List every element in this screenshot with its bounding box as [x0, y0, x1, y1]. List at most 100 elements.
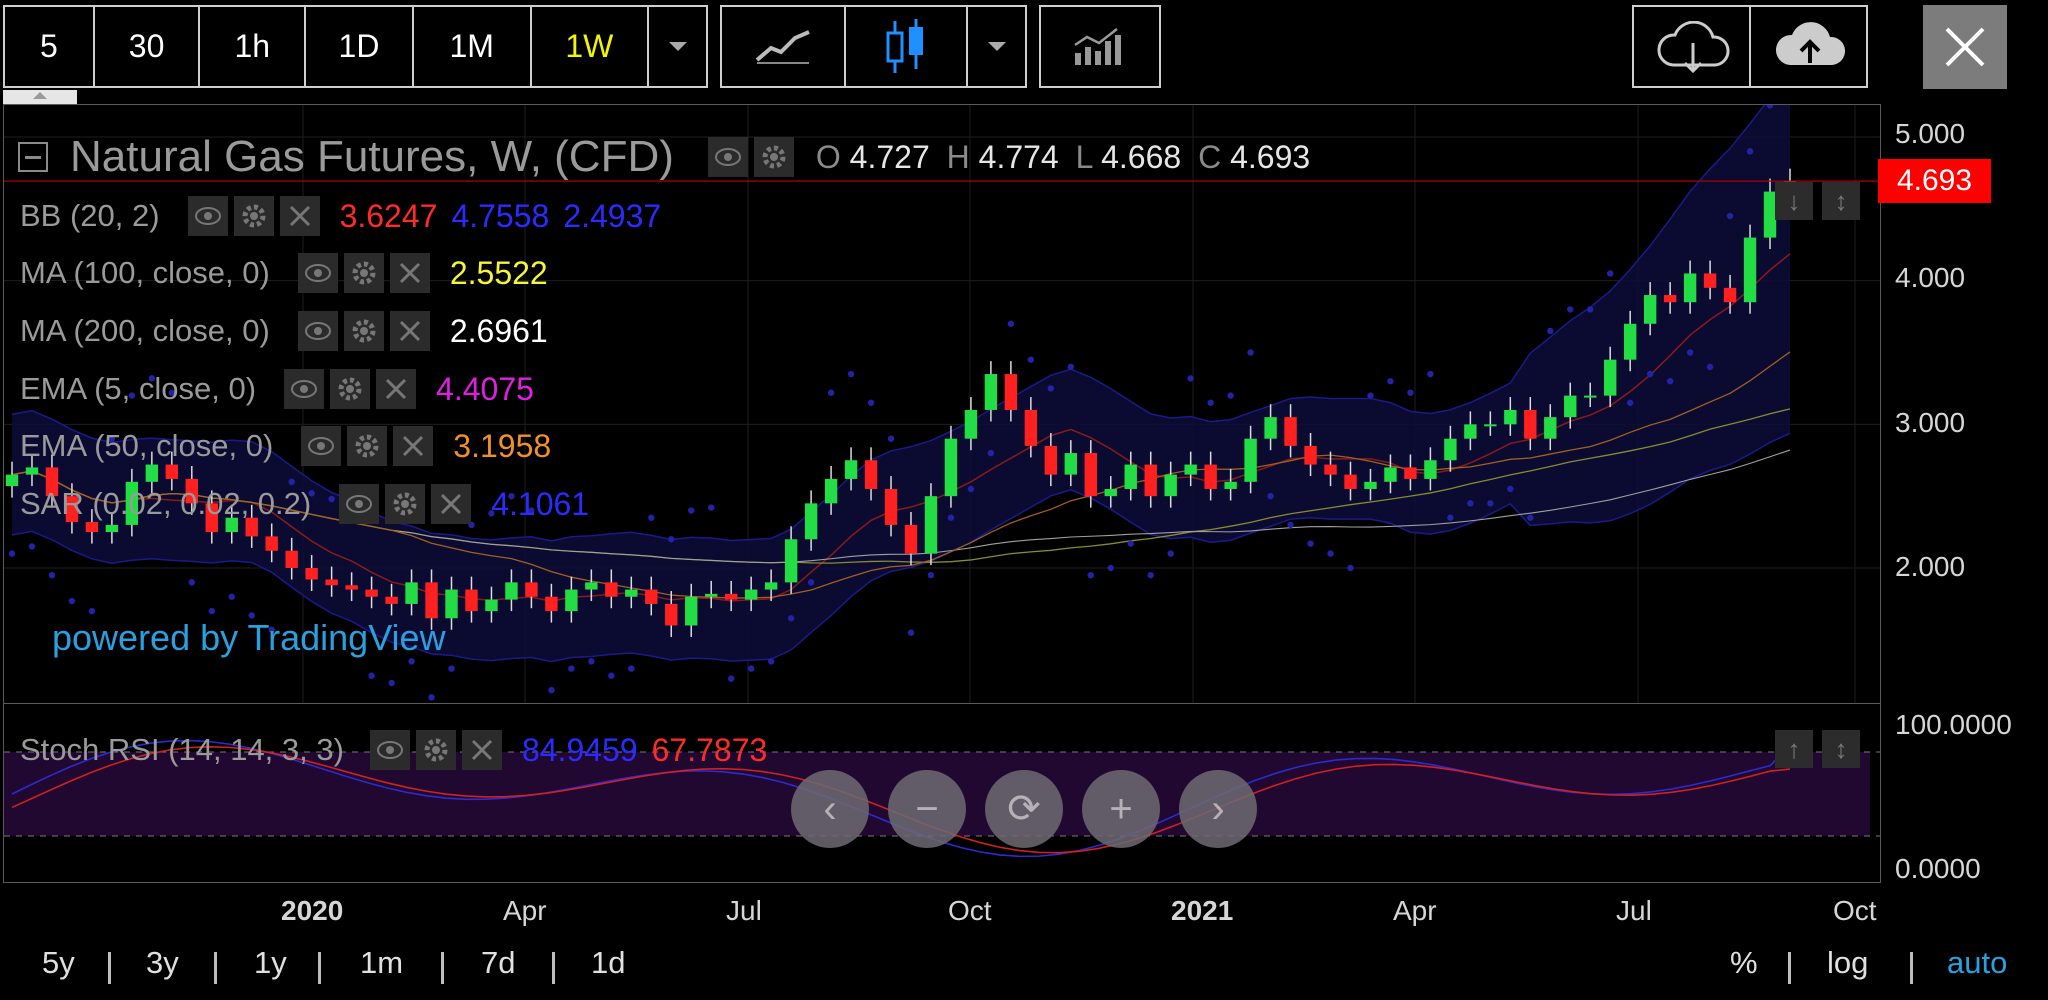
- remove-icon[interactable]: [393, 426, 434, 466]
- last-price-badge: 4.693: [1878, 159, 1991, 203]
- eye-icon[interactable]: [187, 196, 228, 236]
- gear-icon[interactable]: [343, 311, 384, 351]
- x-tick-label: Oct: [948, 895, 992, 926]
- stoch-scale-button[interactable]: ↕: [1822, 730, 1860, 768]
- sar-dot: [1487, 500, 1494, 507]
- range-1m[interactable]: 1m: [360, 945, 404, 980]
- candle-body: [1743, 237, 1757, 303]
- auto-scale-button[interactable]: auto: [1947, 945, 2008, 980]
- line-chart-button[interactable]: [722, 7, 846, 86]
- stoch-y-tick: 100.0000: [1895, 709, 2012, 740]
- remove-icon[interactable]: [376, 369, 417, 409]
- chart-type-group: [720, 5, 1027, 88]
- sar-dot: [1087, 571, 1094, 579]
- candle-body: [205, 503, 218, 533]
- stoch-scroll-button[interactable]: ↑: [1775, 730, 1813, 768]
- interval-1d[interactable]: 1D: [306, 7, 414, 86]
- eye-icon[interactable]: [301, 426, 342, 466]
- sar-dot: [1646, 370, 1654, 378]
- zoom-in-button[interactable]: +: [1082, 770, 1160, 848]
- interval-30[interactable]: 30: [95, 7, 201, 86]
- chart-type-dropdown[interactable]: [968, 7, 1025, 86]
- candle-body: [1124, 464, 1137, 489]
- collapse-icon[interactable]: [18, 142, 48, 172]
- candle-body: [1464, 424, 1477, 439]
- interval-1h[interactable]: 1h: [200, 7, 307, 86]
- scale-height-button[interactable]: ↕: [1822, 182, 1860, 220]
- interval-1w[interactable]: 1W: [532, 7, 650, 86]
- eye-icon[interactable]: [297, 253, 338, 293]
- sar-dot: [1307, 540, 1314, 547]
- scroll-to-latest-button[interactable]: ↓: [1775, 182, 1813, 220]
- eye-icon[interactable]: [369, 730, 410, 770]
- indicator-name: SAR (0.02, 0.02, 0.2): [20, 486, 312, 521]
- candle-body: [1044, 445, 1058, 475]
- range-7d[interactable]: 7d: [481, 945, 516, 980]
- stoch-rsi-pane[interactable]: [3, 703, 1881, 883]
- candle-body: [744, 589, 758, 600]
- gear-icon[interactable]: [343, 253, 384, 293]
- close-button[interactable]: [1923, 5, 2007, 89]
- sar-dot: [228, 593, 235, 600]
- gear-icon[interactable]: [415, 730, 456, 770]
- sar-dot: [1567, 306, 1574, 313]
- sar-dot: [88, 607, 96, 615]
- collapse-toolbar-tab[interactable]: [3, 90, 77, 104]
- sar-dot: [548, 686, 555, 694]
- sar-dot: [1227, 392, 1234, 399]
- range-1y[interactable]: 1y: [254, 945, 287, 980]
- candle-body: [625, 589, 638, 597]
- sar-dot: [1067, 363, 1075, 371]
- eye-icon[interactable]: [339, 484, 380, 524]
- candle-body: [1284, 417, 1297, 446]
- percent-scale-button[interactable]: %: [1730, 945, 1758, 980]
- divider: [108, 952, 111, 984]
- range-5y[interactable]: 5y: [42, 945, 75, 980]
- gear-icon[interactable]: [347, 426, 388, 466]
- gear-icon[interactable]: [330, 369, 371, 409]
- cloud-upload-button[interactable]: [1751, 7, 1866, 86]
- gear-icon[interactable]: [753, 137, 794, 177]
- interval-5[interactable]: 5: [5, 7, 95, 86]
- y-tick-label: 2.000: [1895, 551, 1966, 582]
- gear-icon[interactable]: [233, 196, 274, 236]
- candle-body: [1144, 464, 1157, 497]
- line-chart-icon: [755, 29, 810, 64]
- remove-icon[interactable]: [431, 484, 472, 524]
- eye-icon[interactable]: [707, 137, 748, 177]
- sar-dot: [1587, 306, 1594, 313]
- log-scale-button[interactable]: log: [1827, 945, 1869, 980]
- interval-1m[interactable]: 1M: [414, 7, 532, 86]
- remove-icon[interactable]: [389, 311, 430, 351]
- candle-body: [1663, 295, 1677, 303]
- range-3y[interactable]: 3y: [146, 945, 179, 980]
- indicators-button[interactable]: [1041, 7, 1159, 86]
- eye-icon[interactable]: [297, 311, 338, 351]
- indicator-value: 2.4937: [563, 197, 662, 234]
- reset-button[interactable]: ⟳: [985, 770, 1063, 848]
- zoom-out-button[interactable]: −: [888, 770, 966, 848]
- sar-dot: [1347, 564, 1354, 572]
- candles-button[interactable]: [846, 7, 968, 86]
- eye-icon[interactable]: [284, 369, 325, 409]
- symbol-header: Natural Gas Futures, W, (CFD) O 4.727 H …: [18, 132, 1310, 182]
- candle-body: [1344, 474, 1357, 489]
- remove-icon[interactable]: [389, 253, 430, 293]
- range-1d[interactable]: 1d: [591, 945, 626, 980]
- cloud-download-button[interactable]: [1634, 7, 1751, 86]
- sar-dot: [248, 612, 255, 619]
- candle-body: [1623, 323, 1637, 360]
- gear-icon[interactable]: [385, 484, 426, 524]
- sar-dot: [1547, 327, 1554, 335]
- candle-body: [884, 488, 898, 525]
- remove-icon[interactable]: [461, 730, 502, 770]
- candle-body: [1384, 467, 1397, 482]
- scroll-right-button[interactable]: ›: [1179, 770, 1257, 848]
- tradingview-watermark[interactable]: powered by TradingView: [52, 617, 446, 658]
- candle-body: [1504, 409, 1517, 425]
- remove-icon[interactable]: [279, 196, 320, 236]
- interval-dropdown[interactable]: [649, 7, 706, 86]
- scroll-left-button[interactable]: ‹: [791, 770, 869, 848]
- sar-dot: [987, 449, 995, 457]
- candle-body: [45, 467, 59, 497]
